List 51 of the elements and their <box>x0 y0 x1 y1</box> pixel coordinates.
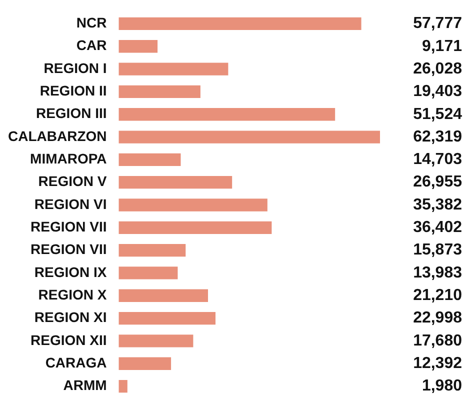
bar <box>118 62 228 76</box>
data-label: 35,382 <box>413 196 462 214</box>
y-tick-label: REGION XII <box>30 332 107 348</box>
y-tick-label: REGION IX <box>34 264 108 280</box>
data-label: 15,873 <box>413 242 462 259</box>
y-tick-label: REGION V <box>38 173 108 190</box>
bar <box>118 40 158 53</box>
y-tick-label: CAR <box>76 37 107 54</box>
y-tick-label: REGION VI <box>34 196 107 212</box>
data-label: 12,392 <box>413 355 462 372</box>
data-label: 26,028 <box>413 60 462 78</box>
y-tick-label: NCR <box>76 14 107 31</box>
data-label: 14,703 <box>413 151 462 168</box>
y-tick-label: REGION XI <box>34 309 107 326</box>
bar <box>118 357 172 370</box>
data-label: 51,524 <box>413 106 462 123</box>
bar <box>118 266 178 280</box>
bar <box>118 108 336 121</box>
bar <box>118 289 208 302</box>
data-label: 26,955 <box>413 174 462 191</box>
bar <box>118 176 232 189</box>
data-label: 36,402 <box>413 219 462 236</box>
y-tick-label: REGION II <box>40 82 107 99</box>
data-label: 9,171 <box>422 38 462 55</box>
y-tick-label: CALABARZON <box>8 128 107 144</box>
bar <box>118 244 186 257</box>
bar <box>118 130 380 144</box>
data-label: 62,319 <box>413 128 462 146</box>
y-tick-label: MIMAROPA <box>30 150 107 167</box>
bar <box>118 17 362 30</box>
data-label: 57,777 <box>413 15 462 32</box>
y-tick-label: REGION X <box>38 286 108 302</box>
y-tick-label: REGION I <box>44 60 107 76</box>
data-label: 1,980 <box>422 378 462 395</box>
y-tick-label: REGION III <box>36 105 107 122</box>
data-label: 13,983 <box>413 264 462 282</box>
bar <box>118 221 272 234</box>
y-tick-label: REGION VII <box>30 241 107 258</box>
bar <box>118 153 181 166</box>
data-label: 22,998 <box>413 310 462 327</box>
data-label: 17,680 <box>413 332 462 350</box>
bar <box>118 85 200 98</box>
bar <box>118 334 194 348</box>
bar <box>118 198 268 212</box>
y-tick-label: ARMM <box>63 377 107 394</box>
data-label: 21,210 <box>413 287 462 304</box>
bar <box>118 380 128 393</box>
bar <box>118 312 216 325</box>
y-tick-label: CARAGA <box>45 354 107 370</box>
data-label: 19,403 <box>413 83 462 100</box>
y-tick-label: REGION VII <box>30 218 107 235</box>
